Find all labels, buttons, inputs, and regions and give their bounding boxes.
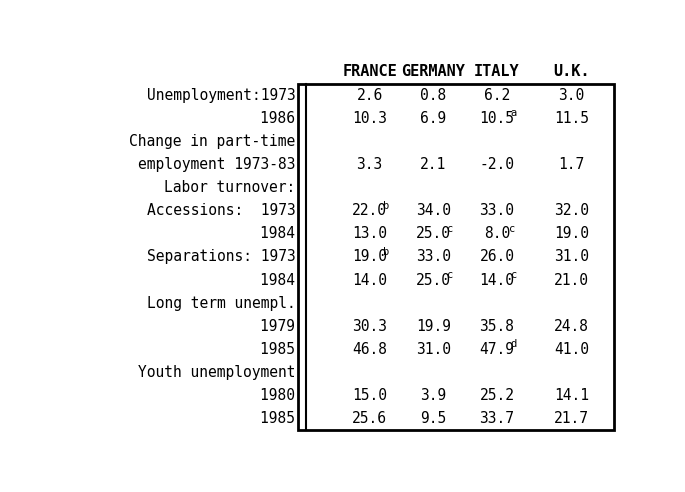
Text: 14.0: 14.0 (352, 273, 387, 288)
Text: d: d (511, 339, 517, 349)
Text: 22.0: 22.0 (352, 203, 387, 218)
Text: 1979: 1979 (155, 319, 295, 334)
Text: FRANCE: FRANCE (342, 63, 397, 79)
Text: U.K.: U.K. (553, 63, 590, 79)
Text: Change in part-time: Change in part-time (129, 134, 295, 149)
Text: ITALY: ITALY (474, 63, 520, 79)
Text: 25.0: 25.0 (416, 226, 451, 242)
Text: a: a (511, 108, 517, 119)
Text: b: b (384, 201, 390, 211)
Text: Unemployment:1973: Unemployment:1973 (147, 88, 295, 103)
Text: 31.0: 31.0 (416, 342, 451, 357)
Text: 30.3: 30.3 (352, 319, 387, 334)
Text: 10.5: 10.5 (479, 111, 514, 126)
Text: 10.3: 10.3 (352, 111, 387, 126)
Text: 46.8: 46.8 (352, 342, 387, 357)
Text: 25.0: 25.0 (416, 273, 451, 288)
Text: 33.0: 33.0 (479, 203, 514, 218)
Text: c: c (509, 224, 515, 234)
Text: 1985: 1985 (155, 342, 295, 357)
Text: 3.9: 3.9 (420, 388, 447, 403)
Text: 33.7: 33.7 (479, 411, 514, 426)
Text: 1980: 1980 (155, 388, 295, 403)
Text: 15.0: 15.0 (352, 388, 387, 403)
Text: 25.6: 25.6 (352, 411, 387, 426)
Text: Youth unemployment: Youth unemployment (138, 365, 295, 380)
Text: 1985: 1985 (155, 411, 295, 426)
Text: 41.0: 41.0 (554, 342, 589, 357)
Text: 47.9: 47.9 (479, 342, 514, 357)
Text: 13.0: 13.0 (352, 226, 387, 242)
Text: Separations: 1973: Separations: 1973 (147, 249, 295, 265)
Text: 14.0: 14.0 (479, 273, 514, 288)
Text: 0.8: 0.8 (420, 88, 447, 103)
Text: 25.2: 25.2 (479, 388, 514, 403)
Text: 19.0: 19.0 (554, 226, 589, 242)
Text: 3.0: 3.0 (558, 88, 584, 103)
Text: c: c (447, 270, 453, 280)
Text: GERMANY: GERMANY (401, 63, 465, 79)
Text: Accessions:  1973: Accessions: 1973 (147, 203, 295, 218)
Text: Long term unempl.: Long term unempl. (147, 296, 295, 311)
Text: 9.5: 9.5 (420, 411, 447, 426)
Text: 2.6: 2.6 (356, 88, 383, 103)
Text: employment 1973-83: employment 1973-83 (138, 157, 295, 172)
Text: 3.3: 3.3 (356, 157, 383, 172)
Text: 32.0: 32.0 (554, 203, 589, 218)
Text: 33.0: 33.0 (416, 249, 451, 265)
Text: 1984: 1984 (155, 273, 295, 288)
Text: Labor turnover:: Labor turnover: (164, 180, 295, 195)
Text: 21.7: 21.7 (554, 411, 589, 426)
Text: b: b (384, 247, 390, 257)
Text: 2.1: 2.1 (420, 157, 447, 172)
Text: -2.0: -2.0 (479, 157, 514, 172)
Text: 6.2: 6.2 (484, 88, 510, 103)
Text: 19.9: 19.9 (416, 319, 451, 334)
Text: 11.5: 11.5 (554, 111, 589, 126)
Text: c: c (511, 270, 517, 280)
Text: 1984: 1984 (155, 226, 295, 242)
Text: 1.7: 1.7 (558, 157, 584, 172)
Text: 8.0: 8.0 (484, 226, 510, 242)
Text: c: c (447, 224, 453, 234)
Text: 19.0: 19.0 (352, 249, 387, 265)
Text: 24.8: 24.8 (554, 319, 589, 334)
Text: 14.1: 14.1 (554, 388, 589, 403)
Text: 6.9: 6.9 (420, 111, 447, 126)
Text: 1986: 1986 (155, 111, 295, 126)
Text: 34.0: 34.0 (416, 203, 451, 218)
Text: 35.8: 35.8 (479, 319, 514, 334)
Text: 31.0: 31.0 (554, 249, 589, 265)
Text: 21.0: 21.0 (554, 273, 589, 288)
Text: 26.0: 26.0 (479, 249, 514, 265)
Bar (298, 84, 614, 430)
